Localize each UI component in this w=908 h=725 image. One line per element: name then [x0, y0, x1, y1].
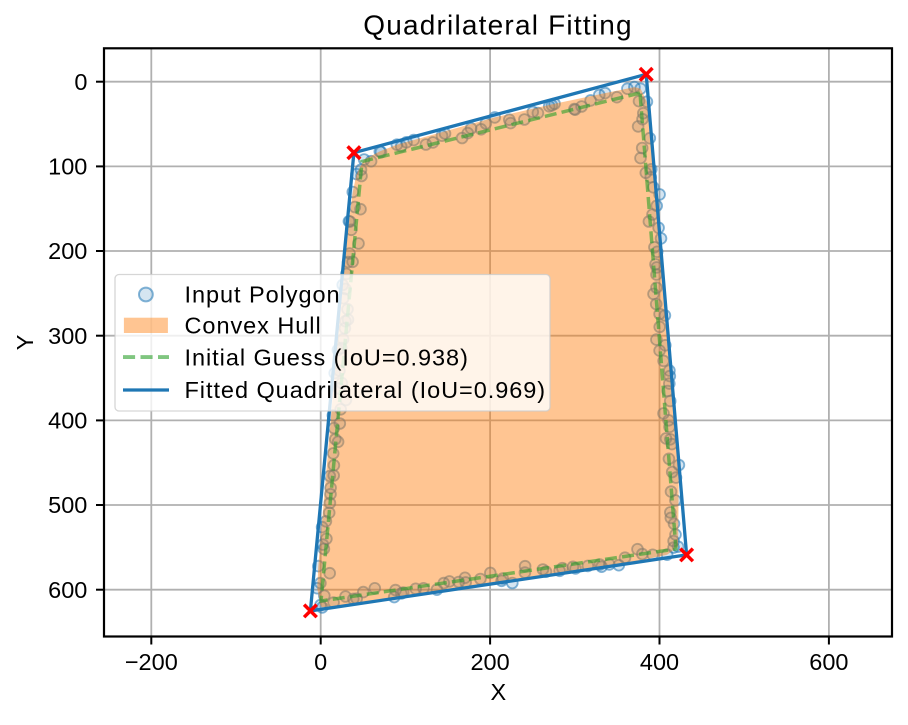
- svg-text:Fitted Quadrilateral (IoU=0.96: Fitted Quadrilateral (IoU=0.969): [185, 377, 547, 403]
- svg-text:Input Polygon: Input Polygon: [185, 282, 341, 308]
- svg-text:100: 100: [48, 154, 87, 180]
- svg-text:400: 400: [48, 408, 87, 434]
- svg-text:600: 600: [809, 649, 848, 675]
- svg-text:200: 200: [470, 649, 509, 675]
- svg-text:X: X: [490, 679, 506, 705]
- svg-text:600: 600: [48, 577, 87, 603]
- svg-text:500: 500: [48, 492, 87, 518]
- svg-text:0: 0: [314, 649, 327, 675]
- svg-text:Y: Y: [12, 334, 38, 350]
- svg-text:Convex Hull: Convex Hull: [185, 313, 322, 339]
- svg-text:0: 0: [74, 69, 87, 95]
- svg-text:Quadrilateral Fitting: Quadrilateral Fitting: [363, 10, 633, 41]
- svg-text:400: 400: [640, 649, 679, 675]
- svg-text:200: 200: [48, 238, 87, 264]
- svg-text:300: 300: [48, 323, 87, 349]
- svg-text:Initial Guess (IoU=0.938): Initial Guess (IoU=0.938): [185, 344, 469, 370]
- svg-text:−200: −200: [125, 649, 178, 675]
